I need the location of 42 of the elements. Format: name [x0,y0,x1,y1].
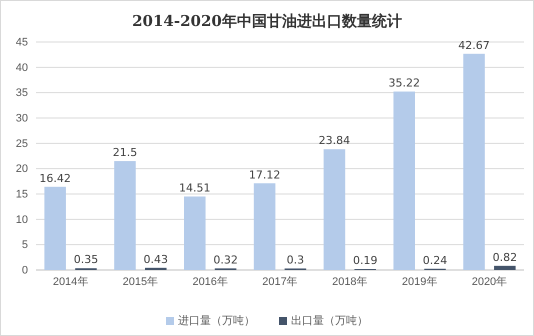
data-label: 23.84 [318,134,350,148]
data-label: 0.32 [213,253,238,266]
data-label: 0.35 [74,253,98,266]
y-tick-label: 40 [16,62,28,74]
data-label: 21.5 [112,146,138,160]
y-tick-label: 15 [16,188,28,201]
bar [44,186,66,270]
y-tick-label: 35 [16,87,28,100]
y-tick-label: 45 [16,36,28,49]
bar [494,266,516,270]
data-label: 16.42 [39,172,71,185]
x-tick-label: 2018年 [332,276,368,288]
data-label: 0.19 [352,254,378,268]
y-tick-label: 20 [16,163,28,176]
bar [254,183,276,270]
y-tick-label: 30 [16,112,28,125]
data-label: 17.12 [248,168,280,182]
data-label: 14.51 [179,181,211,194]
legend-label: 出口量（万吨） [291,314,368,327]
y-tick-label: 0 [22,264,28,277]
bar [114,161,136,270]
x-tick-label: 2015年 [122,276,158,288]
y-tick-label: 5 [22,239,28,252]
x-tick-label: 2016年 [192,276,228,288]
y-tick-label: 10 [16,214,28,226]
chart-title: 2014-2020年中国甘油进出口数量统计 [132,12,402,30]
data-label: 0.43 [144,252,168,266]
data-label: 0.82 [492,250,518,264]
y-tick-label: 25 [16,138,28,150]
data-label: 42.67 [458,38,490,52]
x-tick-label: 2014年 [52,276,88,288]
x-tick-label: 2017年 [262,276,298,288]
data-label: 35.22 [388,76,420,90]
bar [324,149,346,270]
data-label: 0.24 [422,254,448,267]
bar [393,92,416,270]
legend-label: 进口量（万吨） [178,314,255,327]
bar [184,196,206,270]
x-tick-label: 2020年 [472,276,508,288]
bar [463,54,485,270]
x-tick-label: 2019年 [402,276,438,288]
data-label: 0.3 [286,253,304,266]
